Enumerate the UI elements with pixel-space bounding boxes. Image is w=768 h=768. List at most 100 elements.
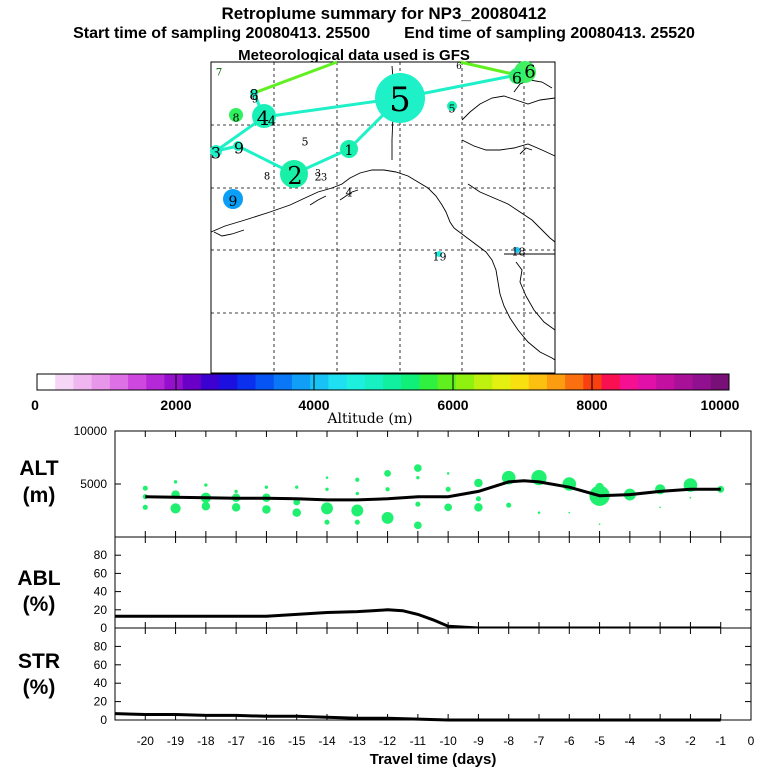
altitude-cluster [444, 503, 452, 512]
map-label: 9 [440, 251, 447, 264]
panel-alt: 10000 5000 ALT (m) [19, 424, 752, 538]
colorbar-swatch [55, 374, 74, 390]
trajectory-circles [210, 61, 536, 257]
colorbar-swatch [710, 374, 730, 390]
x-axis-title: Travel time (days) [370, 751, 497, 768]
altitude-cluster [355, 491, 359, 496]
colorbar-swatch [146, 374, 165, 390]
chart-title: Retroplume summary for NP3_20080412 [221, 4, 547, 23]
map-label: 5 [389, 80, 411, 120]
colorbar-swatch [474, 374, 493, 390]
altitude-cluster [231, 503, 241, 512]
altitude-colorbar [36, 373, 730, 391]
time-series-panels: 10000 5000 ALT (m) 80 60 40 20 0 ABL (%) 80 60 40 20 0 S… [17, 424, 754, 768]
y-tick-label: 60 [94, 566, 108, 580]
altitude-cluster [384, 470, 391, 477]
colorbar-swatch [437, 374, 457, 390]
altitude-cluster [264, 485, 269, 489]
panel-ylabel: ABL [17, 567, 60, 590]
altitude-cluster [325, 476, 329, 479]
x-tick-label: -17 [227, 734, 245, 748]
altitude-cluster [170, 503, 181, 514]
altitude-cluster [325, 487, 329, 491]
map-label: 9 [234, 139, 244, 158]
map-label: 6 [524, 62, 535, 83]
altitude-cluster [537, 511, 541, 514]
colorbar-swatch [492, 374, 511, 390]
colorbar-swatch [656, 374, 675, 390]
y-tick-label: 80 [94, 548, 108, 562]
colorbar-tick: 10000 [701, 397, 740, 413]
colorbar-label: Altitude (m) [326, 411, 412, 427]
colorbar-swatch [255, 374, 275, 390]
map-label: 1 [345, 143, 354, 159]
x-tick-label: 0 [748, 734, 755, 748]
altitude-cluster [292, 508, 301, 517]
y-tick-label: 20 [94, 603, 108, 617]
panel-ylabel: (%) [23, 593, 56, 616]
panel-ylabel: STR [18, 650, 60, 673]
x-tick-label: -7 [534, 734, 545, 748]
altitude-cluster [173, 480, 178, 484]
panel-frame [114, 627, 752, 721]
panel-abl: 80 60 40 20 0 ABL (%) [17, 536, 752, 635]
colorbar-swatch [637, 374, 657, 390]
x-tick-label: -15 [288, 734, 306, 748]
map-label: 7 [216, 68, 222, 79]
map-label: 3 [211, 144, 221, 163]
colorbar-swatch [383, 374, 402, 390]
colorbar-swatch [273, 374, 293, 390]
map-label: 3 [315, 169, 321, 179]
panel-ylabel: (%) [23, 676, 56, 699]
altitude-cluster [142, 504, 148, 510]
colorbar-swatch [346, 374, 366, 390]
colorbar-swatch [692, 374, 712, 390]
altitude-cluster [142, 485, 148, 491]
map-label: 8 [249, 86, 259, 104]
x-tick-label: -3 [655, 734, 666, 748]
colorbar-swatch [328, 374, 348, 390]
altitude-cluster [201, 502, 211, 511]
colorbar-swatch [364, 374, 384, 390]
colorbar-swatch [291, 374, 311, 390]
panel-ylabel: ALT [19, 457, 58, 480]
map-label: 4 [257, 106, 270, 130]
altitude-cluster [717, 485, 725, 493]
colorbar-swatch [109, 374, 129, 390]
y-tick-label: 0 [100, 621, 107, 635]
altitude-cluster [416, 475, 420, 480]
map-label: 9 [252, 95, 258, 106]
x-tick-label: -11 [410, 734, 427, 748]
altitude-cluster [506, 502, 512, 508]
altitude-cluster [474, 503, 483, 512]
map-label: 4 [268, 115, 276, 130]
map-label: 5 [449, 103, 456, 116]
altitude-cluster [414, 464, 422, 472]
altitude-cluster [355, 477, 360, 482]
altitude-cluster [446, 472, 450, 475]
altitude-cluster [321, 502, 333, 515]
colorbar-swatch [546, 374, 566, 390]
x-tick-label: -14 [318, 734, 336, 748]
altitude-cluster [354, 519, 360, 525]
map-label: 9 [229, 194, 238, 210]
met-data-label: Meteorological data used is GFS [238, 47, 470, 64]
y-tick-label: 80 [94, 639, 108, 653]
y-tick-label: 10000 [74, 424, 108, 438]
x-tick-label: -13 [349, 734, 367, 748]
x-axis-labels: -20 -19 -18 -17 -16 -15 -14 -13 -12 -11 -10 -9 -8 -7-… [137, 734, 755, 768]
altitude-cluster [351, 504, 364, 517]
altitude-cluster [204, 483, 208, 487]
colorbar-frame [36, 373, 730, 391]
colorbar-swatch [237, 374, 257, 390]
end-time-label: End time of sampling 20080413. 25520 [404, 25, 695, 42]
altitude-cluster [445, 486, 451, 492]
y-tick-label: 5000 [80, 477, 107, 491]
altitude-cluster [385, 487, 390, 492]
colorbar-swatch [619, 374, 639, 390]
altitude-cluster [234, 489, 238, 494]
map-label: 8 [519, 246, 526, 259]
x-tick-label: -1 [715, 734, 726, 748]
y-tick-label: 40 [94, 585, 108, 599]
colorbar-swatch [674, 374, 694, 390]
